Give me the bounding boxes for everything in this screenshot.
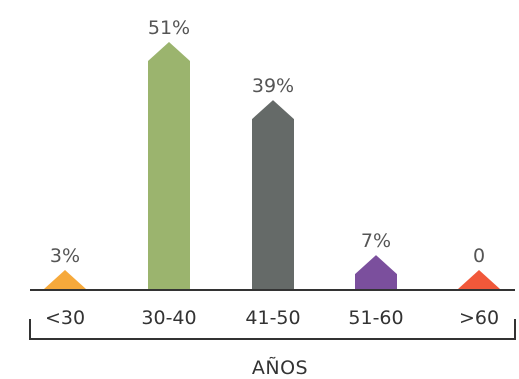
bar-41-50 bbox=[252, 100, 294, 289]
bar-under-30 bbox=[44, 270, 86, 289]
x-axis-title: AÑOS bbox=[252, 356, 308, 379]
value-label-under-30: 3% bbox=[50, 245, 80, 267]
bar-51-60 bbox=[355, 255, 397, 289]
bars-group bbox=[44, 42, 500, 289]
value-label-41-50: 39% bbox=[252, 75, 294, 97]
x-tick-labels-group: <30 30-40 41-50 51-60 >60 bbox=[45, 307, 499, 329]
x-axis-bracket bbox=[29, 319, 516, 340]
x-tick-label-41-50: 41-50 bbox=[245, 307, 300, 329]
x-tick-label-under-30: <30 bbox=[45, 307, 85, 329]
bar-30-40 bbox=[148, 42, 190, 289]
x-tick-label-30-40: 30-40 bbox=[141, 307, 196, 329]
bar-over-60 bbox=[458, 270, 500, 289]
value-label-30-40: 51% bbox=[148, 17, 190, 39]
value-label-over-60: 0 bbox=[473, 245, 485, 267]
x-tick-label-51-60: 51-60 bbox=[348, 307, 403, 329]
value-label-51-60: 7% bbox=[361, 230, 391, 252]
x-tick-label-over-60: >60 bbox=[459, 307, 499, 329]
value-labels-group: 3% 51% 39% 7% 0 bbox=[50, 17, 485, 267]
